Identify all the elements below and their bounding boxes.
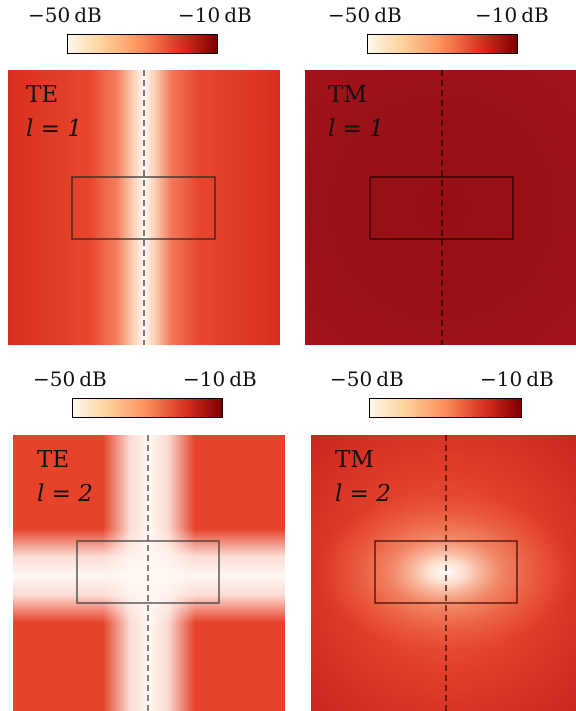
field-map-te-l1-image	[8, 70, 280, 345]
colorbar-te-l2-min-label: −50 dB	[33, 367, 107, 391]
mode-label: TM	[335, 447, 374, 473]
mode-label: TE	[37, 447, 70, 473]
scatterer-outline	[369, 176, 514, 240]
colorbar-te-l2	[72, 398, 223, 418]
field-map-tm-l1-image	[305, 70, 576, 345]
field-map-tm-l2-image	[311, 435, 576, 711]
mode-label: TM	[328, 82, 367, 108]
field-map-te-l1: TE l = 1	[8, 70, 280, 345]
colorbar-tm-l1-max-label: −10 dB	[475, 3, 549, 27]
field-map-tm-l1: TM l = 1	[305, 70, 576, 345]
colorbar-te-l2-max-label: −10 dB	[183, 367, 257, 391]
scatterer-outline	[71, 176, 216, 240]
colorbar-tm-l2	[369, 398, 522, 418]
colorbar-te-l1-max-label: −10 dB	[178, 3, 252, 27]
colorbar-tm-l1-min-label: −50 dB	[328, 3, 402, 27]
colorbar-tm-l2-min-label: −50 dB	[330, 367, 404, 391]
order-label: l = 1	[328, 116, 384, 142]
colorbar-te-l1	[67, 34, 218, 54]
colorbar-te-l1-min-label: −50 dB	[28, 3, 102, 27]
mode-label: TE	[26, 82, 59, 108]
field-map-tm-l2: TM l = 2	[311, 435, 576, 711]
order-label: l = 2	[37, 481, 93, 507]
colorbar-tm-l2-max-label: −10 dB	[480, 367, 554, 391]
colorbar-tm-l1	[367, 34, 518, 54]
field-map-te-l2-image	[13, 435, 285, 711]
field-map-te-l2: TE l = 2	[13, 435, 285, 711]
order-label: l = 1	[26, 116, 82, 142]
order-label: l = 2	[335, 481, 391, 507]
